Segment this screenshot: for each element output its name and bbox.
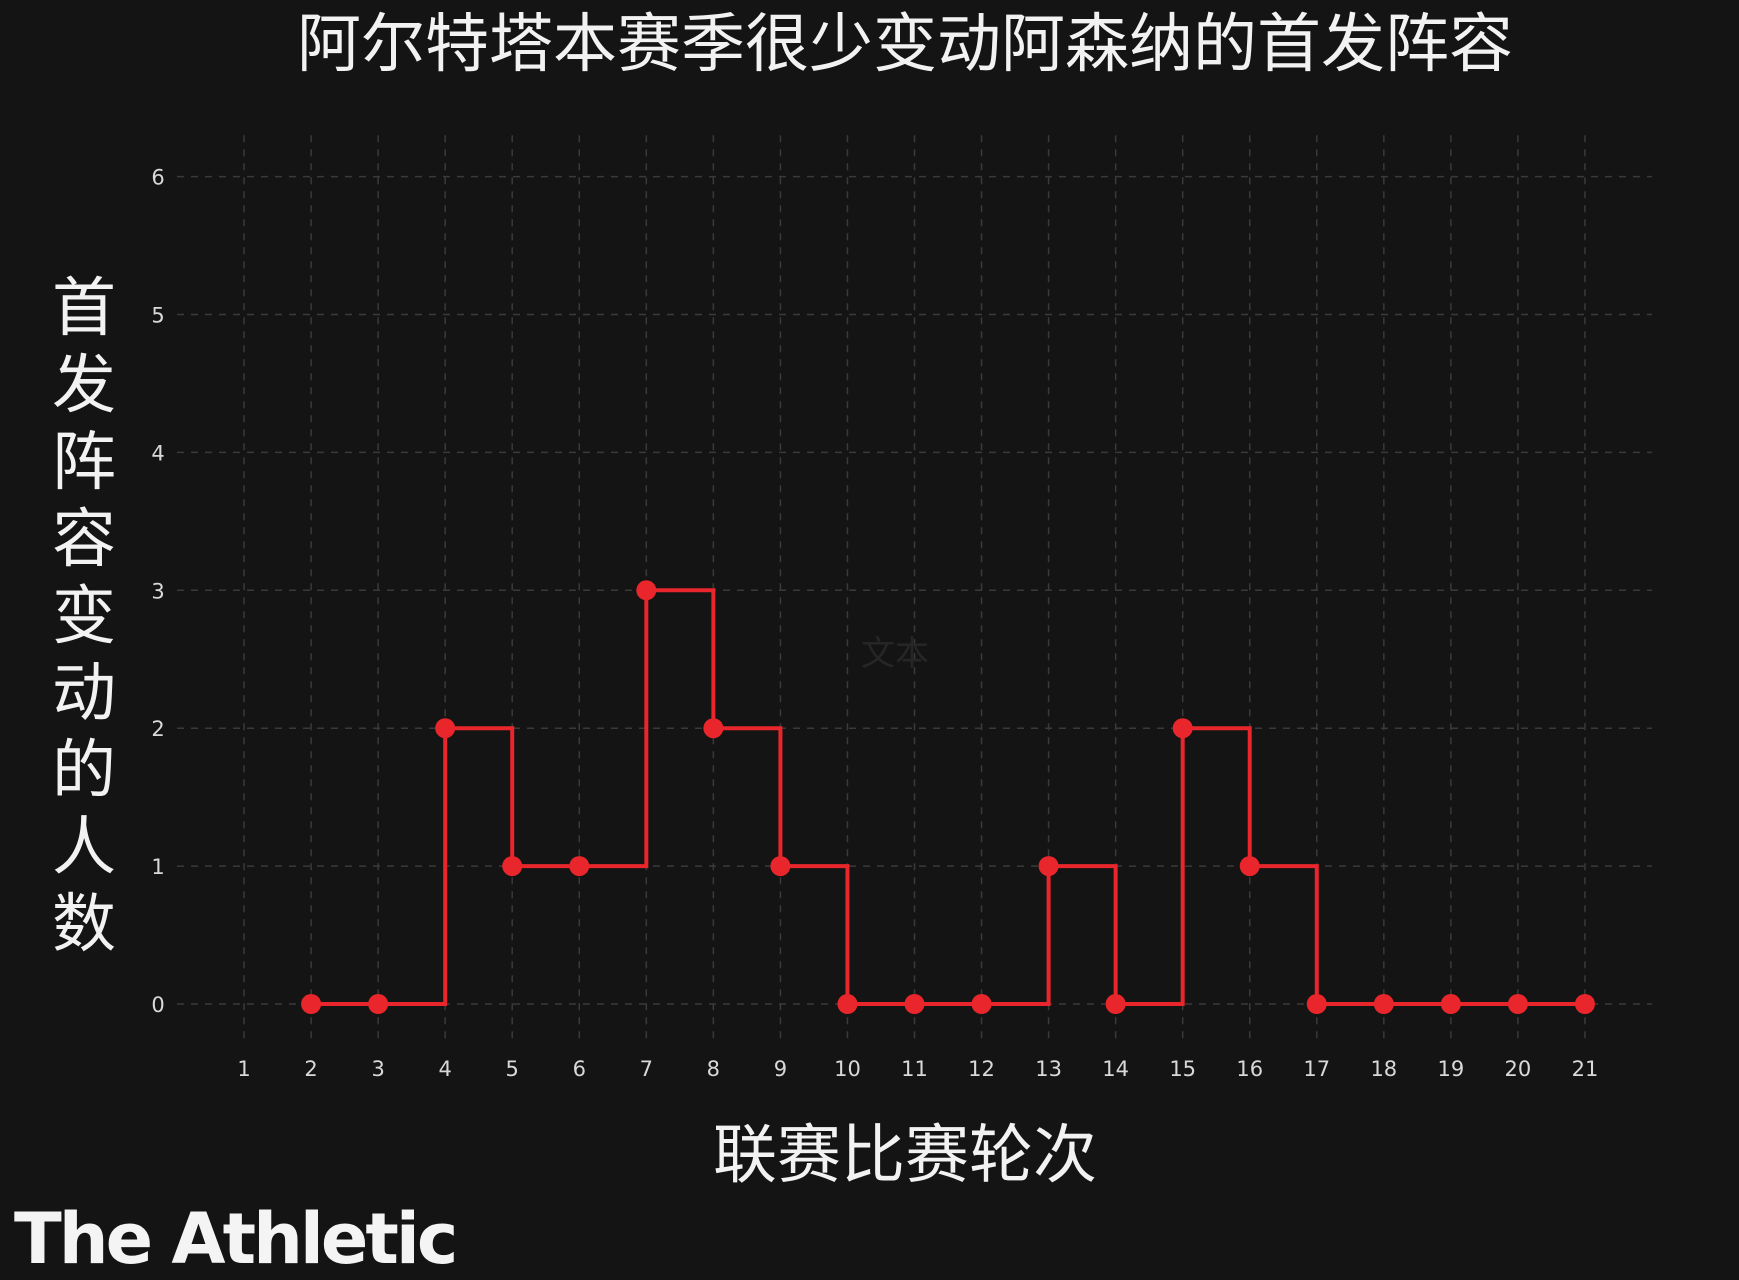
data-point-round-6 <box>569 856 590 877</box>
series-layer <box>301 580 1595 1014</box>
x-tick-label-5: 5 <box>506 1057 519 1081</box>
data-point-round-2 <box>301 994 322 1014</box>
x-tick-label-20: 20 <box>1505 1057 1532 1081</box>
x-tick-label-4: 4 <box>438 1057 451 1081</box>
data-point-round-20 <box>1507 994 1528 1014</box>
data-point-round-17 <box>1306 994 1327 1014</box>
y-axis-ticks: 0 1 2 3 4 5 6 <box>151 166 164 1017</box>
x-tick-label-18: 18 <box>1370 1057 1397 1081</box>
data-point-round-11 <box>904 994 925 1014</box>
x-tick-label-11: 11 <box>901 1057 928 1081</box>
x-tick-label-6: 6 <box>573 1057 586 1081</box>
data-point-round-14 <box>1105 994 1126 1014</box>
x-tick-label-13: 13 <box>1035 1057 1062 1081</box>
data-point-round-4 <box>435 718 456 739</box>
y-tick-label-6: 6 <box>151 166 164 190</box>
chart-title: 阿尔特塔本赛季很少变动阿森纳的首发阵容 <box>297 8 1513 82</box>
data-point-round-3 <box>368 994 389 1014</box>
x-tick-label-10: 10 <box>834 1057 861 1081</box>
y-tick-label-2: 2 <box>151 717 164 741</box>
data-point-round-9 <box>770 856 791 877</box>
data-point-round-21 <box>1574 994 1595 1014</box>
series-line-0 <box>311 588 1585 1006</box>
data-point-round-16 <box>1239 856 1260 877</box>
data-point-round-8 <box>703 718 724 739</box>
data-point-round-10 <box>837 994 858 1014</box>
brand-logo: The Athletic <box>14 1198 455 1280</box>
y-tick-label-4: 4 <box>151 441 164 465</box>
y-tick-label-0: 0 <box>151 993 164 1017</box>
y-tick-label-1: 1 <box>151 855 164 879</box>
x-tick-label-7: 7 <box>640 1057 653 1081</box>
x-tick-label-9: 9 <box>774 1057 787 1081</box>
x-tick-label-16: 16 <box>1236 1057 1263 1081</box>
watermark: 文本 <box>861 634 929 674</box>
data-point-round-18 <box>1373 994 1394 1014</box>
data-point-round-15 <box>1172 718 1193 739</box>
x-axis-title: 联赛比赛轮次 <box>713 1119 1097 1193</box>
y-axis-title: 首发阵容变动的人数 <box>52 272 116 962</box>
x-tick-label-1: 1 <box>237 1057 250 1081</box>
x-tick-label-2: 2 <box>304 1057 317 1081</box>
x-tick-label-12: 12 <box>968 1057 995 1081</box>
x-tick-label-21: 21 <box>1572 1057 1599 1081</box>
data-point-round-5 <box>502 856 523 877</box>
x-axis-ticks: 1 2 3 4 5 6 7 8 9 10 11 12 13 14 15 16 17 18 19 20 21 <box>237 1057 1598 1081</box>
grid <box>177 135 1652 1044</box>
data-point-round-7 <box>636 580 657 601</box>
data-point-round-13 <box>1038 856 1059 877</box>
x-tick-label-19: 19 <box>1437 1057 1464 1081</box>
y-tick-label-5: 5 <box>151 304 164 328</box>
x-tick-label-8: 8 <box>707 1057 720 1081</box>
data-point-round-12 <box>971 994 992 1014</box>
x-tick-label-15: 15 <box>1169 1057 1196 1081</box>
x-tick-label-17: 17 <box>1303 1057 1330 1081</box>
y-tick-label-3: 3 <box>151 579 164 603</box>
data-point-round-19 <box>1440 994 1461 1014</box>
x-tick-label-3: 3 <box>371 1057 384 1081</box>
x-tick-label-14: 14 <box>1102 1057 1129 1081</box>
